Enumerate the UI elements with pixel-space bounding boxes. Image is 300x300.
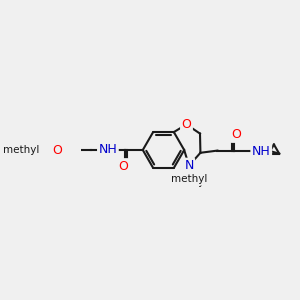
Text: NH: NH: [252, 145, 271, 158]
Text: O: O: [52, 143, 62, 157]
Text: methyl: methyl: [3, 145, 40, 155]
Text: methyl: methyl: [171, 177, 207, 187]
Text: O: O: [232, 128, 242, 141]
Text: NH: NH: [98, 143, 117, 156]
Text: methyl: methyl: [171, 174, 207, 184]
Text: O: O: [182, 118, 191, 131]
Text: O: O: [118, 160, 128, 172]
Text: N: N: [184, 159, 194, 172]
